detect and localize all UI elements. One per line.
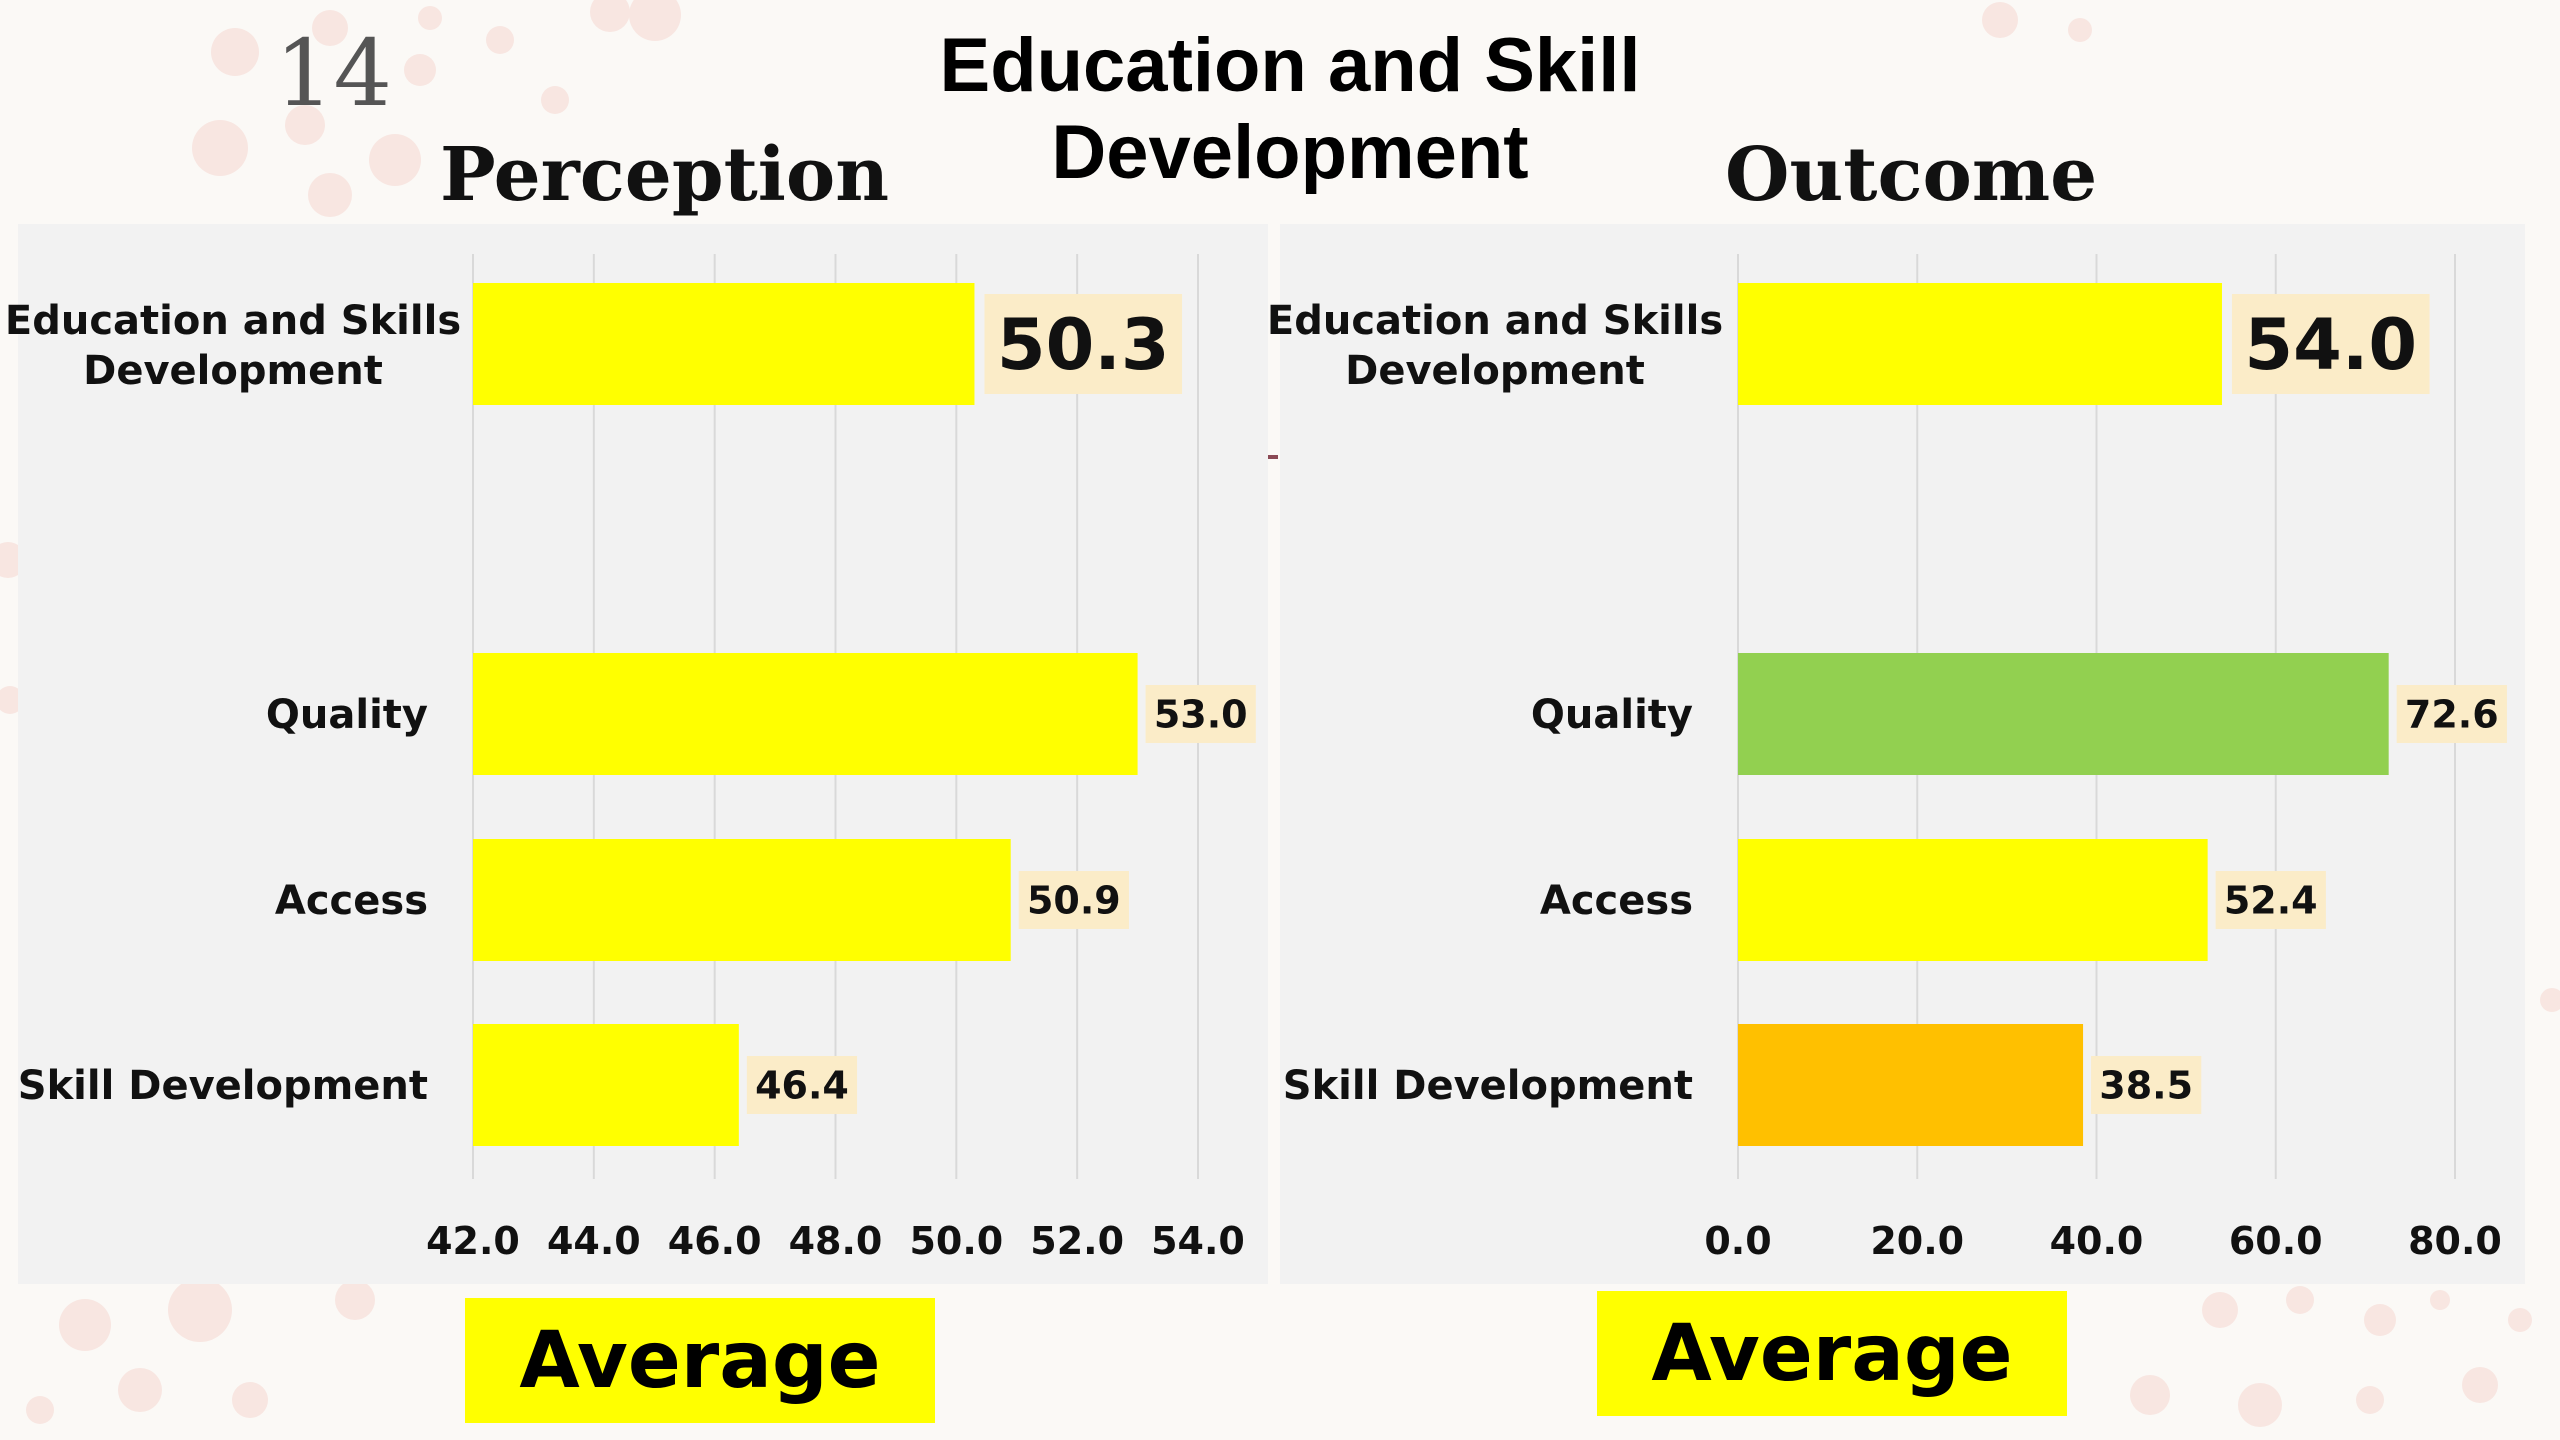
perception-bar [473, 283, 975, 405]
separator-mark [1268, 455, 1278, 459]
perception-tick-label: 48.0 [789, 1219, 883, 1263]
perception-bar [473, 1024, 739, 1146]
outcome-tick-label: 80.0 [2408, 1219, 2502, 1263]
perception-value-label-bg [1145, 685, 1256, 743]
perception-tick-label: 54.0 [1151, 1219, 1245, 1263]
perception-tick-label: 44.0 [547, 1219, 641, 1263]
outcome-category-label: Skill Development [1283, 1063, 1693, 1109]
slide-title: Education and Skill Development [939, 23, 1641, 195]
perception-tick-label: 50.0 [909, 1219, 1003, 1263]
outcome-value-label: 52.4 [2224, 879, 2318, 923]
perception-tick-label: 52.0 [1030, 1219, 1124, 1263]
perception-value-label: 50.9 [1027, 879, 1121, 923]
outcome-tick-label: 0.0 [1704, 1219, 1771, 1263]
perception-value-label: 46.4 [755, 1064, 849, 1108]
outcome-value-label: 38.5 [2099, 1064, 2193, 1108]
perception-chart: 42.0 44.0 46.0 48.0 50.0 52.0 54.0 Education an… [5, 254, 1256, 1263]
outcome-value-label-bg [2091, 1056, 2202, 1114]
outcome-category-label: Quality [1531, 692, 1693, 738]
outcome-value-label-bg [2396, 685, 2507, 743]
perception-chart-panel: 42.0 44.0 46.0 48.0 50.0 52.0 54.0 Education an… [5, 224, 1268, 1284]
outcome-bar [1738, 653, 2389, 775]
outcome-tick-label: 40.0 [2050, 1219, 2144, 1263]
perception-value-label: 53.0 [1154, 693, 1248, 737]
perception-value-label-bg [984, 294, 1183, 394]
perception-value-label-bg [1018, 871, 1129, 929]
perception-bar [473, 653, 1138, 775]
outcome-bar [1738, 283, 2222, 405]
outcome-value-label: 72.6 [2405, 693, 2499, 737]
outcome-chart: 0.0 20.0 40.0 60.0 80.0 Education and Skills D… [1267, 254, 2507, 1263]
outcome-value-label: 54.0 [2244, 304, 2417, 386]
outcome-tick-label: 20.0 [1870, 1219, 1964, 1263]
outcome-category-label: Access [1540, 878, 1693, 924]
outcome-bar [1738, 1024, 2084, 1146]
outcome-value-label-bg [2215, 871, 2326, 929]
perception-category-label: Access [275, 878, 428, 924]
outcome-chart-panel: 0.0 20.0 40.0 60.0 80.0 Education and Skills D… [1267, 224, 2525, 1284]
perception-tick-label: 46.0 [668, 1219, 762, 1263]
perception-value-label-bg [746, 1056, 858, 1114]
perception-category-label: Quality [266, 692, 428, 738]
outcome-category-label: Education and Skills Development [1267, 298, 1723, 394]
outcome-value-label-bg [2231, 294, 2430, 394]
perception-category-label: Skill Development [18, 1063, 428, 1109]
perception-category-label: Education and Skills Development [5, 298, 461, 394]
perception-average-label: Average [465, 1298, 935, 1423]
perception-bar [473, 839, 1011, 961]
outcome-average-label: Average [1597, 1291, 2067, 1416]
outcome-bar [1738, 839, 2208, 961]
outcome-title: Outcome [1725, 132, 2098, 218]
perception-title: Perception [440, 132, 890, 218]
page-number: 14 [275, 20, 393, 127]
perception-value-label: 50.3 [997, 304, 1170, 386]
outcome-tick-label: 60.0 [2229, 1219, 2323, 1263]
perception-tick-label: 42.0 [426, 1219, 520, 1263]
